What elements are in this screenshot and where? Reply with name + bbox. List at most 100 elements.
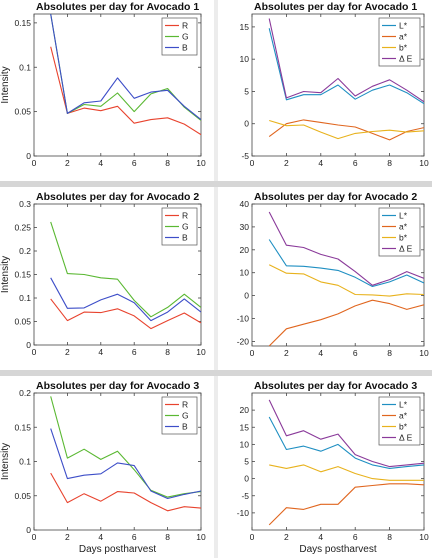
chart-title: Absolutes per day for Avocado 1 <box>254 1 417 13</box>
y-tick-label: 0.05 <box>14 107 31 117</box>
x-tick-label: 8 <box>387 158 392 168</box>
x-tick-label: 0 <box>32 532 37 542</box>
legend: L*a*b*Δ E <box>378 17 421 67</box>
x-tick-label: 10 <box>196 158 206 168</box>
chart-title: Absolutes per day for Avocado 3 <box>254 380 417 392</box>
x-tick-label: 10 <box>196 347 206 357</box>
chart-title: Absolutes per day for Avocado 2 <box>36 191 199 203</box>
x-tick-label: 8 <box>165 158 170 168</box>
x-tick-label: 10 <box>419 532 429 542</box>
x-tick-label: 4 <box>98 532 103 542</box>
row-separator-1 <box>0 181 432 187</box>
y-axis-label: Intensity <box>0 256 11 293</box>
x-tick-label: 6 <box>353 532 358 542</box>
x-tick-label: 2 <box>284 532 289 542</box>
y-tick-label: 0.3 <box>19 199 31 209</box>
series-line-R <box>50 298 201 330</box>
legend-label: a* <box>399 32 408 42</box>
y-tick-label: 0.15 <box>14 270 31 280</box>
legend-label: G <box>182 222 189 232</box>
chart-panel-1: Absolutes per day for Avocado 1 Intensity… <box>0 1 206 168</box>
series-line-R <box>50 472 201 512</box>
x-tick-label: 4 <box>318 158 323 168</box>
legend-label: L* <box>399 400 408 410</box>
y-tick-label: 10 <box>240 54 250 64</box>
legend-label: a* <box>399 222 408 232</box>
y-tick-label: -5 <box>241 151 249 161</box>
series-line-L <box>268 416 424 469</box>
series-line-B <box>50 428 201 500</box>
y-tick-label: 30 <box>240 222 250 232</box>
y-axis-label: Intensity <box>0 66 11 103</box>
legend-label: B <box>182 422 188 432</box>
x-tick-label: 2 <box>284 348 289 358</box>
y-tick-label: 0.2 <box>19 388 31 398</box>
row-separator-2 <box>0 370 432 376</box>
chart-title: Absolutes per day for Avocado 3 <box>36 380 199 392</box>
chart-title: Absolutes per day for Avocado 1 <box>36 1 199 13</box>
x-tick-label: 4 <box>98 347 103 357</box>
y-tick-label: 0.1 <box>19 293 31 303</box>
y-tick-label: 10 <box>240 268 250 278</box>
legend-label: R <box>182 21 188 31</box>
y-tick-label: 0 <box>26 151 31 161</box>
y-tick-label: -10 <box>237 508 250 518</box>
column-separator-1 <box>214 0 218 181</box>
series-line-L <box>268 239 424 288</box>
x-tick-label: 8 <box>165 532 170 542</box>
y-tick-label: 0 <box>26 525 31 535</box>
y-tick-label: 0.25 <box>14 223 31 233</box>
y-tick-label: 15 <box>240 22 250 32</box>
x-tick-label: 4 <box>318 532 323 542</box>
legend-label: b* <box>399 422 408 432</box>
x-tick-label: 6 <box>132 532 137 542</box>
chart-panel-4: Absolutes per day for Avocado 2 0 2 4 6 8 10 -2… <box>237 191 429 358</box>
x-tick-label: 2 <box>284 158 289 168</box>
x-tick-label: 0 <box>250 348 255 358</box>
y-tick-label: 0.05 <box>14 317 31 327</box>
y-tick-label: 0.1 <box>19 62 31 72</box>
chart-panel-5: Absolutes per day for Avocado 3 Intensity… <box>0 380 206 555</box>
x-axis-label: Days postharvest <box>79 544 156 555</box>
legend-label: a* <box>399 411 408 421</box>
y-tick-label: 0.2 <box>19 246 31 256</box>
legend: L*a*b*Δ E <box>378 207 421 257</box>
x-tick-label: 2 <box>65 347 70 357</box>
x-tick-label: 0 <box>32 158 37 168</box>
y-tick-label: 0.1 <box>19 457 31 467</box>
column-separator-2 <box>214 187 218 370</box>
series-line-dE <box>268 399 424 468</box>
legend-label: R <box>182 211 188 221</box>
x-tick-label: 10 <box>196 532 206 542</box>
x-tick-label: 4 <box>98 158 103 168</box>
x-tick-label: 2 <box>65 158 70 168</box>
plot-area <box>251 203 425 347</box>
x-tick-label: 6 <box>132 158 137 168</box>
series-line-B <box>50 277 201 322</box>
y-tick-label: 0 <box>244 119 249 129</box>
y-tick-label: 0 <box>244 474 249 484</box>
x-tick-label: 6 <box>353 158 358 168</box>
x-tick-label: 10 <box>419 348 429 358</box>
y-tick-label: 10 <box>240 439 250 449</box>
legend: RGB <box>161 17 198 56</box>
legend-label: R <box>182 400 188 410</box>
y-tick-label: 15 <box>240 422 250 432</box>
legend-label: b* <box>399 233 408 243</box>
y-tick-label: 5 <box>244 86 249 96</box>
legend-label: L* <box>399 21 408 31</box>
series-line-L <box>268 28 424 105</box>
y-tick-label: 0.05 <box>14 491 31 501</box>
legend-label: Δ E <box>399 54 413 64</box>
y-tick-label: 0 <box>26 340 31 350</box>
x-tick-label: 0 <box>250 532 255 542</box>
legend-label: G <box>182 32 189 42</box>
y-tick-label: -5 <box>241 491 249 501</box>
y-tick-label: 0 <box>244 291 249 301</box>
legend-label: B <box>182 43 188 53</box>
series-line-dE <box>268 18 424 103</box>
series-line-G <box>50 221 201 318</box>
legend: RGB <box>161 207 198 246</box>
column-separator-3 <box>214 376 218 558</box>
